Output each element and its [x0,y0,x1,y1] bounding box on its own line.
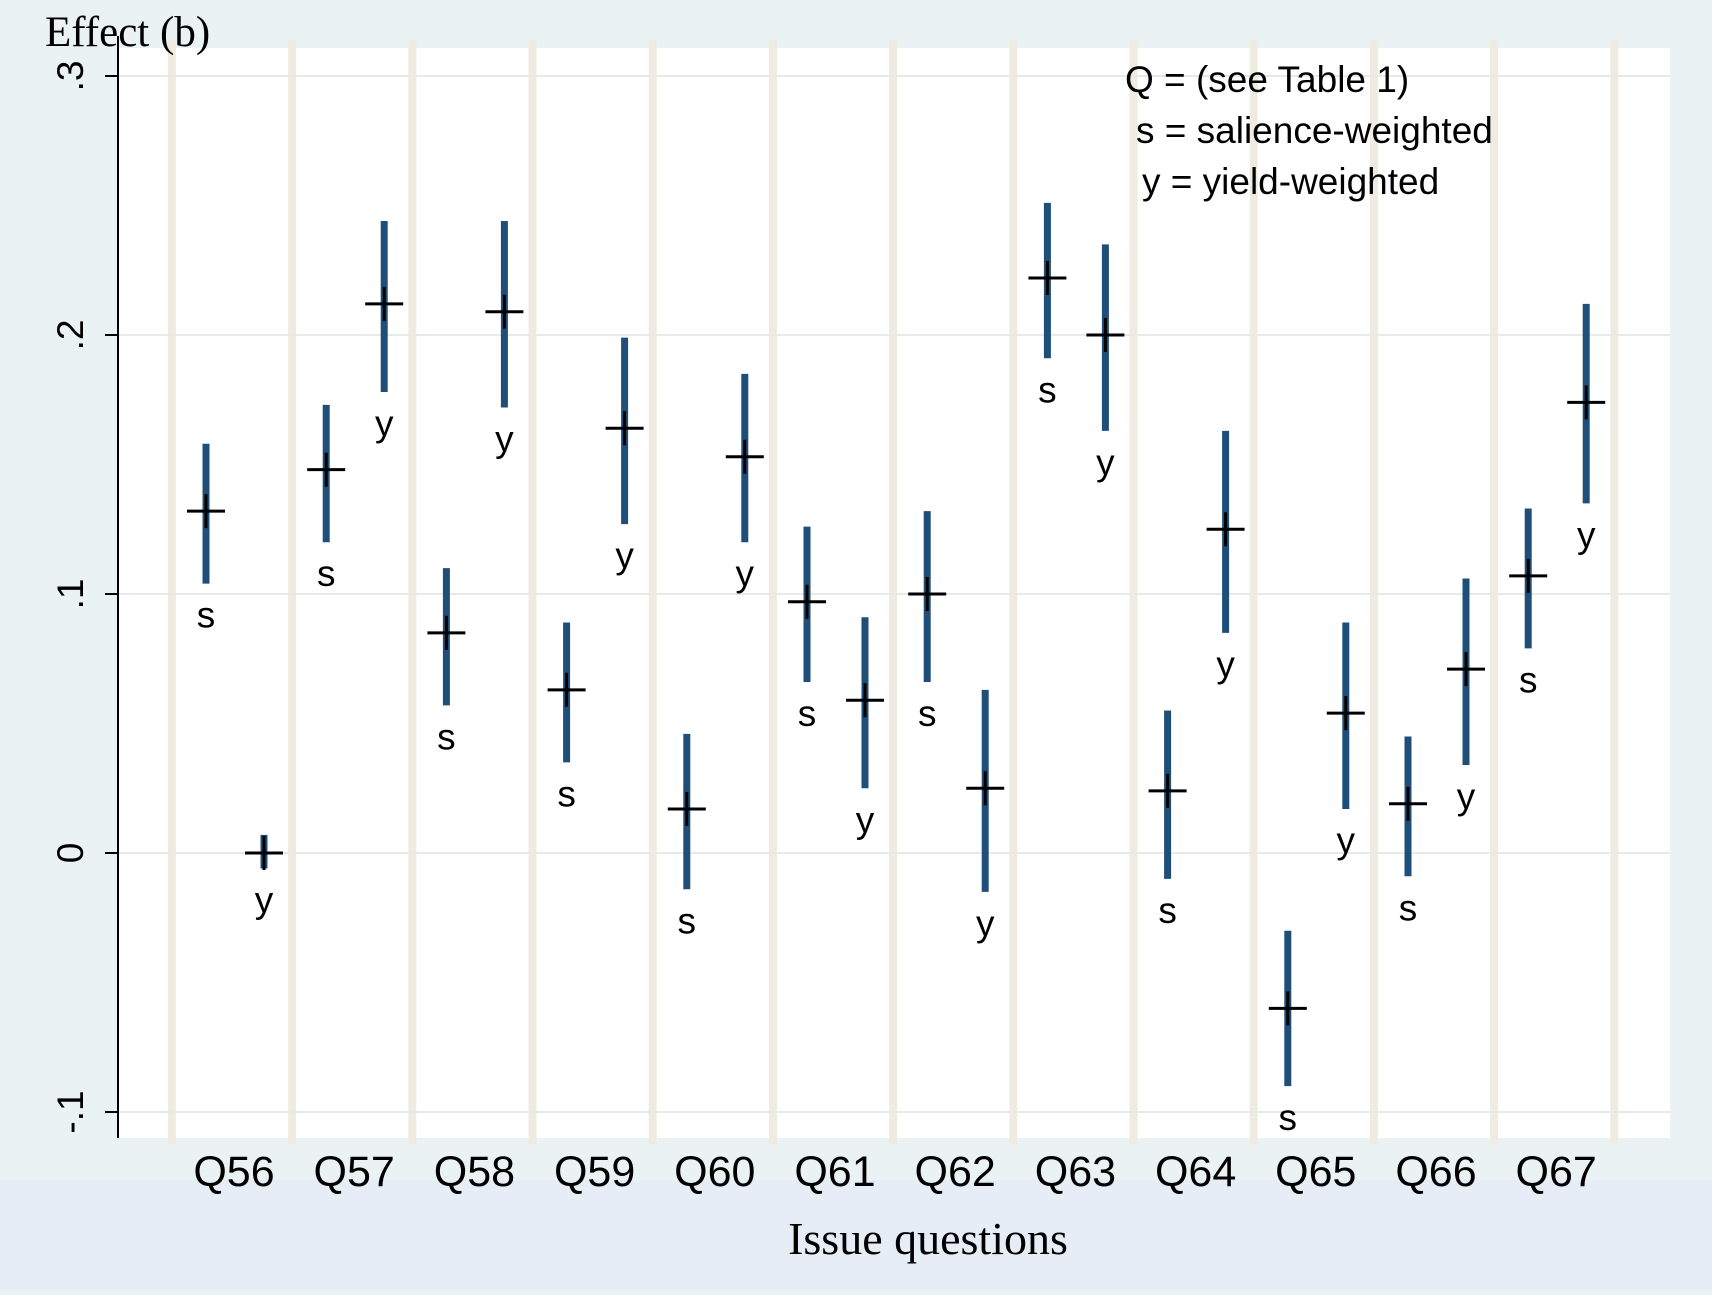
question-separator-band [167,40,176,1144]
marker-label: s [1158,890,1177,931]
question-separator-band [528,40,537,1144]
marker-label: s [1279,1097,1298,1138]
marker-label: y [615,535,634,576]
marker-label: s [1038,369,1057,410]
xlabel-band [0,1180,1712,1290]
legend: Q = (see Table 1) s = salience-weighted … [1125,59,1493,202]
x-tick-label: Q63 [1035,1148,1116,1196]
question-separator-band [768,40,777,1144]
y-axis: -.1 0 .1 .2 .3 [50,36,119,1138]
y-tick-label: .1 [50,579,91,610]
y-axis-title: Effect (b) [45,9,210,56]
marker-label: s [1399,887,1418,928]
y-tick-label: -.1 [50,1090,91,1133]
marker-label: y [255,880,274,921]
marker-label: y [495,419,514,460]
marker-label: s [437,716,456,757]
question-separator-band [408,40,417,1144]
marker-label: s [678,900,697,941]
marker-label: y [736,553,755,594]
marker-label: s [1519,659,1538,700]
question-separator-band [288,40,297,1144]
marker-label: s [557,773,576,814]
marker-label: y [856,799,875,840]
x-tick-label: Q57 [314,1148,395,1196]
x-axis-title: Issue questions [788,1213,1068,1264]
x-tick-label: Q58 [434,1148,515,1196]
question-separator-band [1249,40,1258,1144]
x-tick-label: Q56 [193,1148,274,1196]
x-tick-label: Q59 [554,1148,635,1196]
x-tick-label: Q66 [1395,1148,1476,1196]
marker-label: y [1457,776,1476,817]
marker-label: y [375,403,394,444]
marker-label: y [1216,644,1235,685]
question-bands [167,40,1619,1144]
gridlines [118,75,1670,1113]
marker-label: s [918,693,937,734]
x-tick-label: Q67 [1516,1148,1597,1196]
legend-line-questions: Q = (see Table 1) [1125,59,1409,100]
x-tick-label: Q61 [794,1148,875,1196]
y-tick-label: .2 [50,320,91,351]
marker-label: y [1577,514,1596,555]
x-tick-label: Q64 [1155,1148,1236,1196]
question-separator-band [1610,40,1619,1144]
marker-label: y [976,903,995,944]
y-tick-label: 0 [50,843,91,864]
marker-label: s [197,595,216,636]
x-tick-label: Q65 [1275,1148,1356,1196]
question-separator-band [1369,40,1378,1144]
question-separator-band [1490,40,1499,1144]
marker-label: s [798,693,817,734]
x-tick-label: Q62 [915,1148,996,1196]
marker-label: y [1337,820,1356,861]
question-separator-band [889,40,898,1144]
marker-label: y [1096,442,1115,483]
marker-label: s [317,553,336,594]
legend-line-salience: s = salience-weighted [1136,110,1493,151]
question-separator-band [648,40,657,1144]
x-tick-label: Q60 [674,1148,755,1196]
question-separator-band [1009,40,1018,1144]
legend-line-yield: y = yield-weighted [1142,161,1439,202]
y-tick-label: .3 [50,61,91,92]
question-separator-band [1129,40,1138,1144]
x-axis-tick-labels: Q56 Q57 Q58 Q59 Q60 Q61 Q62 Q63 Q64 Q65 Q66 Q67 [193,1148,1596,1196]
